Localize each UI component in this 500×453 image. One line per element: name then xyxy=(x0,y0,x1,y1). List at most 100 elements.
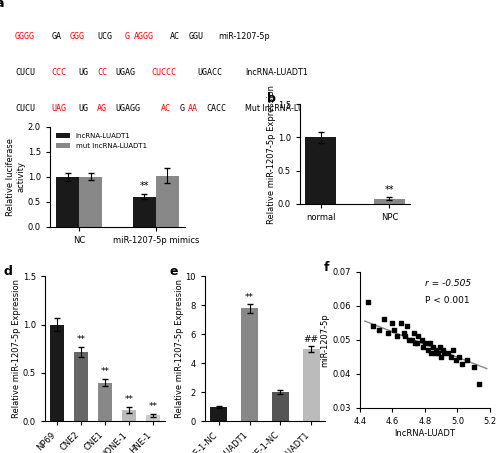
Point xyxy=(394,333,402,340)
Point xyxy=(411,340,419,347)
Text: UAG: UAG xyxy=(52,104,66,113)
Text: AC: AC xyxy=(161,104,171,113)
Bar xyxy=(374,198,405,204)
Bar xyxy=(50,325,64,421)
Point xyxy=(428,350,436,357)
Point xyxy=(384,329,392,337)
Text: CC: CC xyxy=(97,68,107,77)
Point xyxy=(444,350,452,357)
Point xyxy=(400,329,408,337)
Point xyxy=(376,326,384,333)
Text: UGAGG: UGAGG xyxy=(116,104,140,113)
Point xyxy=(413,340,421,347)
Point xyxy=(380,316,388,323)
Text: GA: GA xyxy=(52,32,62,41)
Point xyxy=(474,380,482,387)
Bar xyxy=(98,383,112,421)
Text: **: ** xyxy=(100,367,110,376)
Text: f: f xyxy=(324,261,329,274)
Point xyxy=(432,346,440,353)
Point xyxy=(426,340,434,347)
Text: lncRNA-LUADT1: lncRNA-LUADT1 xyxy=(246,68,308,77)
Text: G: G xyxy=(124,32,130,41)
Text: AGGG: AGGG xyxy=(134,32,154,41)
Text: a: a xyxy=(0,0,4,10)
Point xyxy=(429,343,437,350)
Point xyxy=(369,323,377,330)
Point xyxy=(455,353,463,361)
Point xyxy=(463,357,471,364)
Text: UG: UG xyxy=(79,68,89,77)
Text: ##: ## xyxy=(304,335,318,344)
Text: **: ** xyxy=(245,293,254,302)
Legend: lncRNA-LUADT1, mut lncRNA-LUADT1: lncRNA-LUADT1, mut lncRNA-LUADT1 xyxy=(54,130,150,151)
Point xyxy=(452,357,460,364)
Bar xyxy=(241,308,258,421)
Point xyxy=(403,323,411,330)
Bar xyxy=(74,352,88,421)
X-axis label: lncRNA-LUADT: lncRNA-LUADT xyxy=(394,429,456,438)
Bar xyxy=(156,176,179,226)
Text: b: b xyxy=(267,92,276,105)
Text: P < 0.001: P < 0.001 xyxy=(425,296,470,305)
Text: GGGG: GGGG xyxy=(15,32,35,41)
Point xyxy=(396,319,404,326)
Y-axis label: Relative luciferase
activity: Relative luciferase activity xyxy=(6,138,25,216)
Bar xyxy=(133,197,156,226)
Text: GGG: GGG xyxy=(70,32,84,41)
Text: UGACC: UGACC xyxy=(198,68,222,77)
Point xyxy=(448,346,456,353)
Bar xyxy=(305,137,336,204)
Point xyxy=(402,333,409,340)
Text: AA: AA xyxy=(188,104,198,113)
Bar xyxy=(79,177,102,226)
Bar xyxy=(146,415,160,421)
Point xyxy=(440,350,448,357)
Text: miR-1207-5p: miR-1207-5p xyxy=(218,32,270,41)
Text: **: ** xyxy=(140,181,149,191)
Point xyxy=(404,336,412,343)
Point xyxy=(437,353,446,361)
Bar xyxy=(56,177,79,226)
Text: CUCCC: CUCCC xyxy=(152,68,177,77)
Point xyxy=(414,333,422,340)
Text: GGU: GGU xyxy=(188,32,204,41)
Y-axis label: miR-1207-5p: miR-1207-5p xyxy=(320,313,330,366)
Text: AC: AC xyxy=(170,32,180,41)
Point xyxy=(388,319,396,326)
Text: **: ** xyxy=(148,402,158,411)
Point xyxy=(431,350,439,357)
Text: e: e xyxy=(169,265,177,278)
Bar xyxy=(210,407,228,421)
Text: UCG: UCG xyxy=(97,32,112,41)
Point xyxy=(458,360,466,367)
Text: CUCU: CUCU xyxy=(15,104,35,113)
Text: UGAG: UGAG xyxy=(116,68,136,77)
Y-axis label: Relative miR-1207-5p Expression: Relative miR-1207-5p Expression xyxy=(268,85,276,223)
Bar xyxy=(302,349,320,421)
Point xyxy=(390,326,398,333)
Text: CCC: CCC xyxy=(52,68,66,77)
Bar xyxy=(272,392,289,421)
Point xyxy=(410,329,418,337)
Text: r = -0.505: r = -0.505 xyxy=(425,279,471,288)
Point xyxy=(436,343,444,350)
Point xyxy=(364,299,372,306)
Point xyxy=(420,343,428,350)
Point xyxy=(470,363,478,371)
Text: CACC: CACC xyxy=(206,104,227,113)
Point xyxy=(418,336,426,343)
Point xyxy=(447,353,455,361)
Text: **: ** xyxy=(384,184,394,194)
Point xyxy=(424,346,432,353)
Text: d: d xyxy=(3,265,12,278)
Text: CUCU: CUCU xyxy=(15,68,35,77)
Text: Mut lncRNA-LUADT1: Mut lncRNA-LUADT1 xyxy=(246,104,326,113)
Text: **: ** xyxy=(124,395,134,404)
Point xyxy=(434,350,442,357)
Point xyxy=(439,346,447,353)
Bar xyxy=(122,410,136,421)
Text: AG: AG xyxy=(97,104,107,113)
Point xyxy=(408,336,416,343)
Point xyxy=(421,340,429,347)
